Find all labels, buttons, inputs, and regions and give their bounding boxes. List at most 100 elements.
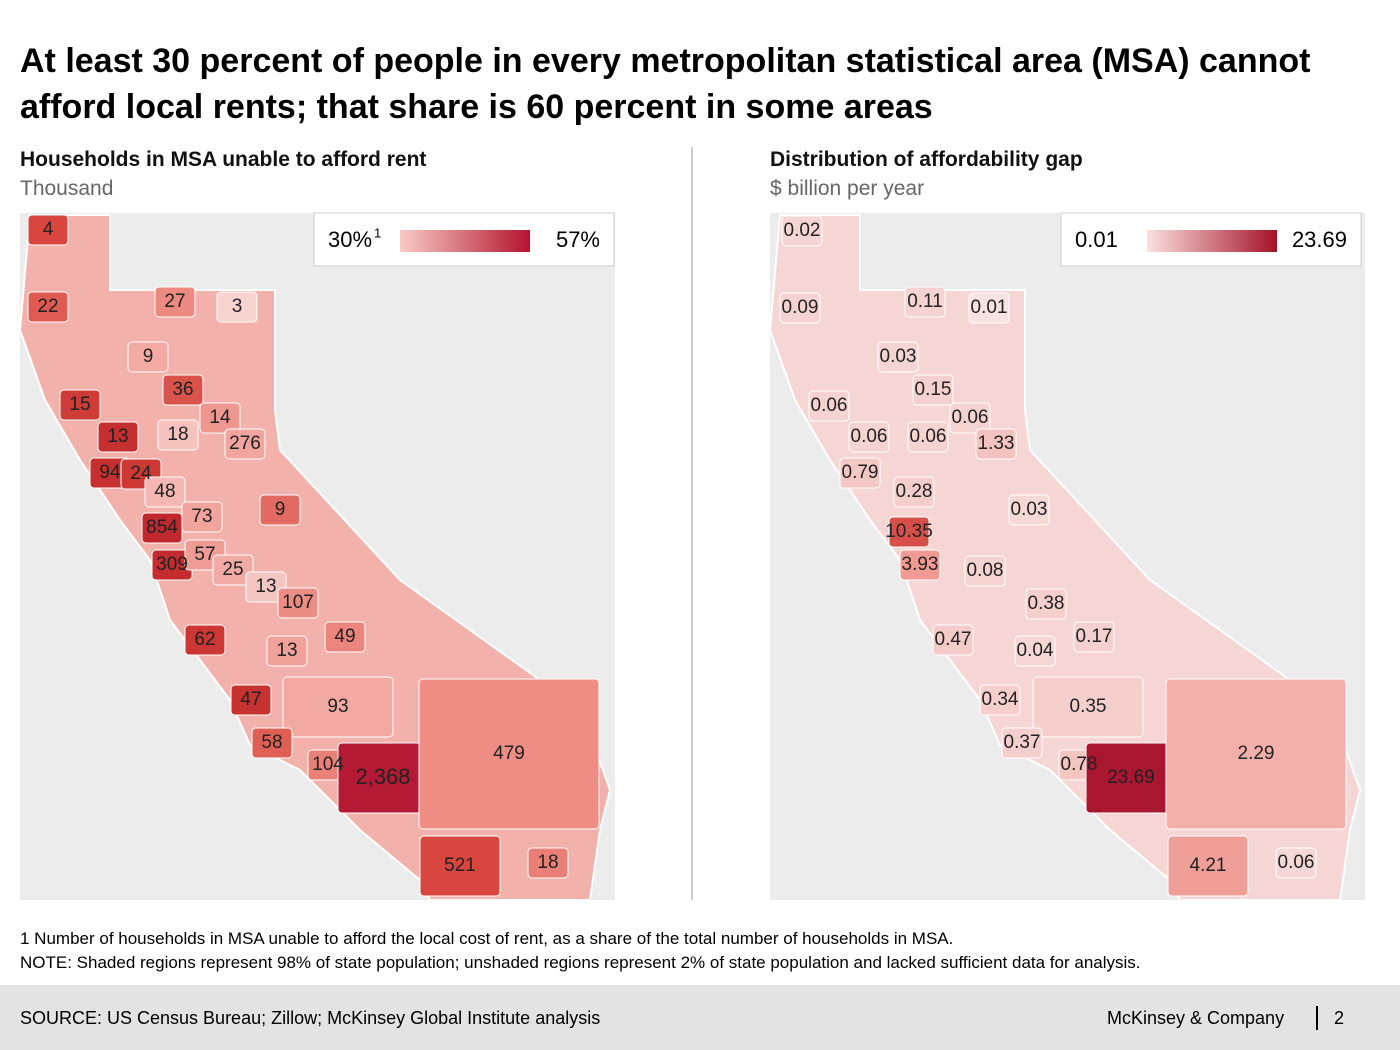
- legend-gradient: [400, 230, 530, 252]
- region-label: 0.09: [782, 297, 819, 318]
- region-label: 18: [167, 424, 188, 445]
- region: [907, 421, 949, 453]
- region-label: 13: [276, 640, 297, 661]
- region: [224, 428, 266, 460]
- region-label: 0.17: [1076, 626, 1113, 647]
- region-label: 0.06: [1278, 852, 1315, 873]
- region-label: 36: [172, 379, 193, 400]
- region: [975, 428, 1017, 460]
- region-label: 0.79: [842, 462, 879, 483]
- legend-max: 57%: [556, 227, 600, 252]
- region-label: 13: [255, 576, 276, 597]
- region-label: 22: [37, 296, 58, 317]
- region-label: 4: [43, 219, 54, 240]
- region: [781, 215, 823, 247]
- region: [59, 389, 101, 421]
- region: [27, 291, 69, 323]
- region: [1001, 727, 1043, 759]
- region-label: 24: [130, 463, 152, 484]
- region-label: 23.69: [1107, 767, 1155, 788]
- region-label: 9: [143, 346, 154, 367]
- region: [1025, 588, 1067, 620]
- region: [162, 374, 204, 406]
- region-label: 0.06: [811, 395, 848, 416]
- region: [245, 571, 287, 603]
- region: [1008, 494, 1050, 526]
- region: [259, 494, 301, 526]
- region: [964, 555, 1006, 587]
- region: [216, 291, 258, 323]
- region: [266, 635, 308, 667]
- region: [324, 621, 366, 653]
- panel-title: Distribution of affordability gap: [770, 148, 1083, 171]
- panel-subtitle: Thousand: [20, 177, 114, 200]
- region-label: 58: [261, 732, 282, 753]
- region-label: 521: [444, 855, 476, 876]
- region: [1165, 678, 1347, 830]
- region-label: 48: [154, 481, 175, 502]
- region: [949, 402, 991, 434]
- region: [1032, 676, 1144, 738]
- region: [230, 684, 272, 716]
- legend-note: 1: [374, 225, 381, 240]
- legend-max: 23.69: [1292, 227, 1347, 252]
- region: [127, 341, 169, 373]
- region: [199, 402, 241, 434]
- region-label: 0.04: [1017, 640, 1054, 661]
- region-label: 14: [209, 407, 231, 428]
- region-label: 27: [164, 291, 185, 312]
- region: [893, 476, 935, 508]
- region-label: 57: [194, 544, 215, 565]
- region: [141, 512, 183, 544]
- region: [419, 835, 501, 897]
- right-map: 0.020.09 0.11 0.010.030.150.060.06 0.060.06…: [768, 212, 1365, 901]
- region-label: 0.03: [880, 346, 917, 367]
- region: [27, 214, 69, 246]
- region-label: 2,368: [355, 764, 410, 789]
- region-label: 0.03: [1011, 499, 1048, 520]
- region-label: 309: [156, 554, 188, 575]
- region: [899, 549, 941, 581]
- region: [1073, 621, 1115, 653]
- footnote: NOTE: Shaded regions represent 98% of st…: [20, 953, 1141, 972]
- region: [904, 286, 946, 318]
- region-label: 1.33: [978, 433, 1015, 454]
- region-label: 9: [275, 499, 286, 520]
- region: [277, 587, 319, 619]
- region: [848, 421, 890, 453]
- region: [144, 476, 186, 508]
- region-label: 4.21: [1190, 855, 1227, 876]
- region-label: 73: [191, 506, 212, 527]
- region-label: 107: [282, 592, 314, 613]
- region: [1014, 635, 1056, 667]
- region-label: 0.15: [915, 379, 952, 400]
- panel-subtitle: $ billion per year: [770, 177, 925, 200]
- region-label: 0.06: [910, 426, 947, 447]
- brand: McKinsey & Company: [1107, 1008, 1285, 1028]
- region-label: 0.78: [1061, 754, 1098, 775]
- region: [282, 676, 394, 738]
- region: [97, 421, 139, 453]
- region-label: 3: [232, 296, 243, 317]
- region: [968, 292, 1010, 324]
- separator: [1316, 1006, 1318, 1030]
- footer-band: [0, 985, 1400, 1050]
- region-label: 62: [194, 629, 215, 650]
- region: [839, 457, 881, 489]
- region-label: 15: [69, 394, 90, 415]
- region-label: 0.02: [784, 220, 821, 241]
- region: [527, 847, 569, 879]
- region-label: 0.11: [907, 291, 943, 312]
- legend-gradient: [1147, 230, 1277, 252]
- region: [418, 678, 600, 830]
- region: [888, 516, 930, 548]
- region-label: 854: [146, 517, 178, 538]
- region: [877, 341, 919, 373]
- region: [154, 286, 196, 318]
- panel-title: Households in MSA unable to afford rent: [20, 148, 427, 171]
- region: [808, 390, 850, 422]
- region: [251, 727, 293, 759]
- region-label: 93: [327, 696, 348, 717]
- region-label: 0.06: [952, 407, 989, 428]
- region: [212, 554, 254, 586]
